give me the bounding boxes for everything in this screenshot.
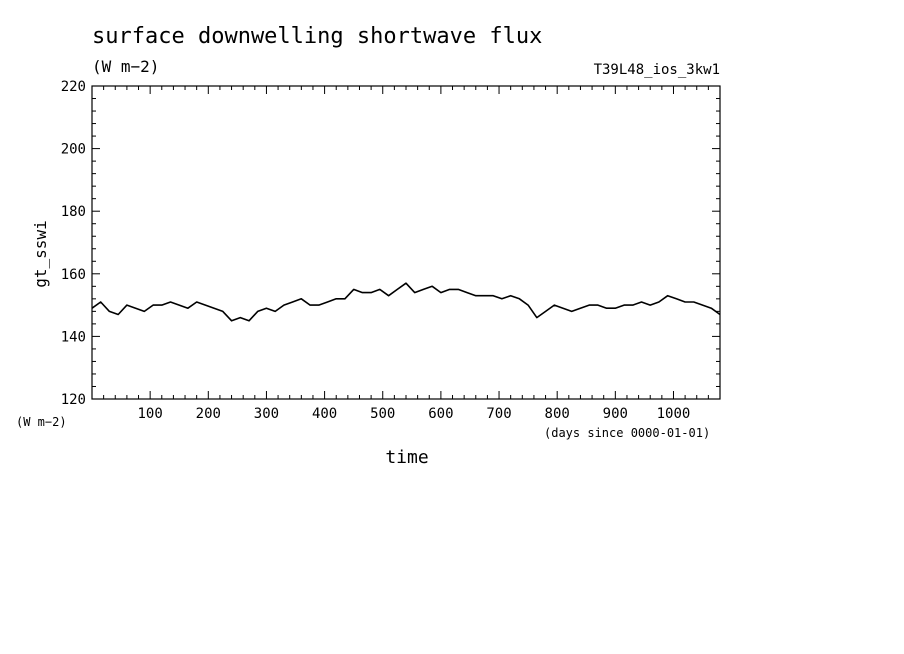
y-tick-label: 200 <box>61 142 86 158</box>
y-tick-label: 160 <box>61 267 86 283</box>
y-tick-label: 140 <box>61 329 86 345</box>
x-tick-label: 700 <box>486 406 511 422</box>
y-tick-label: 120 <box>61 392 86 408</box>
x-axis-units: (days since 0000-01-01) <box>544 426 711 440</box>
x-tick-label: 1000 <box>657 406 691 422</box>
chart-subtitle: (W m−2) <box>92 57 160 76</box>
y-axis-units: (W m−2) <box>16 415 67 429</box>
x-axis-label: time <box>385 447 428 468</box>
x-tick-label: 400 <box>312 406 337 422</box>
x-tick-label: 200 <box>196 406 221 422</box>
run-label: T39L48_ios_3kw1 <box>593 62 720 78</box>
x-tick-label: 600 <box>428 406 453 422</box>
x-tick-label: 500 <box>370 406 395 422</box>
y-tick-label: 220 <box>61 79 86 95</box>
tick-labels: 100 200 300 400 500 600 700 800 900 1000 120 140 160… <box>61 79 691 422</box>
plot-frame <box>91 85 721 400</box>
x-tick-label: 100 <box>137 406 162 422</box>
y-axis-label: gt_sswi <box>31 220 50 287</box>
x-tick-label: 900 <box>603 406 628 422</box>
x-tick-label: 300 <box>254 406 279 422</box>
y-tick-label: 180 <box>61 204 86 220</box>
chart-title: surface downwelling shortwave flux <box>92 24 543 49</box>
axis-ticks <box>92 86 720 399</box>
x-tick-label: 800 <box>545 406 570 422</box>
series-line <box>91 282 721 322</box>
